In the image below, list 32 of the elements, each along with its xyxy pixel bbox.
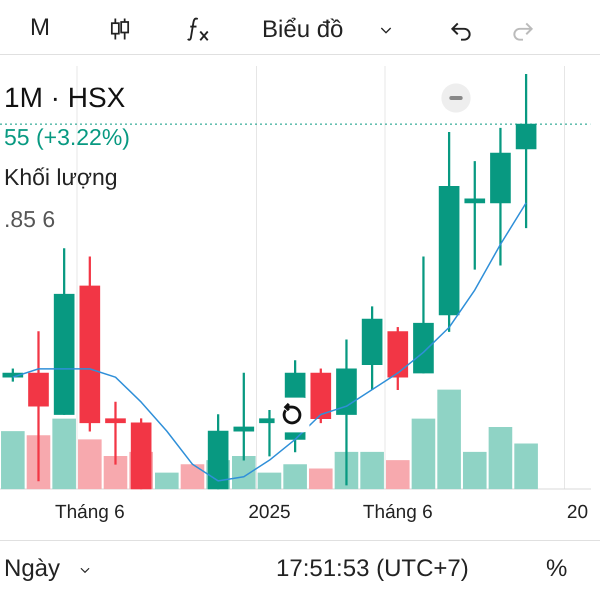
- text: 17:51:53 (UTC+7): [276, 555, 469, 582]
- text: M: [30, 14, 50, 41]
- bar: [386, 460, 410, 490]
- x-tick-label: Tháng 6: [54, 502, 125, 523]
- annotation: .85 6: [4, 206, 56, 232]
- bar: [308, 468, 333, 490]
- bar: [360, 452, 384, 490]
- x-tick-label: 2025: [248, 502, 291, 523]
- bar: [514, 444, 538, 490]
- candlestick: [464, 161, 486, 270]
- annotation: Khối lượng: [4, 164, 118, 190]
- bar: [104, 456, 128, 490]
- bar: [232, 456, 256, 490]
- chart-title: 1M · HSX: [4, 82, 126, 113]
- bar: [334, 452, 358, 490]
- x-tick-label: 20: [566, 502, 588, 523]
- bar: [78, 439, 102, 490]
- bar: [1, 431, 25, 490]
- bar: [412, 418, 436, 490]
- bar: [258, 472, 282, 490]
- text: Ngày: [4, 555, 60, 582]
- bar: [283, 464, 307, 490]
- bar: [180, 464, 204, 490]
- bar: [52, 418, 76, 490]
- bar: [155, 472, 179, 490]
- text: %: [546, 555, 568, 582]
- bar: [437, 390, 461, 490]
- bar: [462, 452, 487, 490]
- text: 55 (+3.22%): [4, 124, 130, 150]
- bar: [488, 426, 512, 490]
- x-tick-label: Tháng 6: [362, 502, 433, 523]
- text: Biểu đồ: [262, 16, 344, 43]
